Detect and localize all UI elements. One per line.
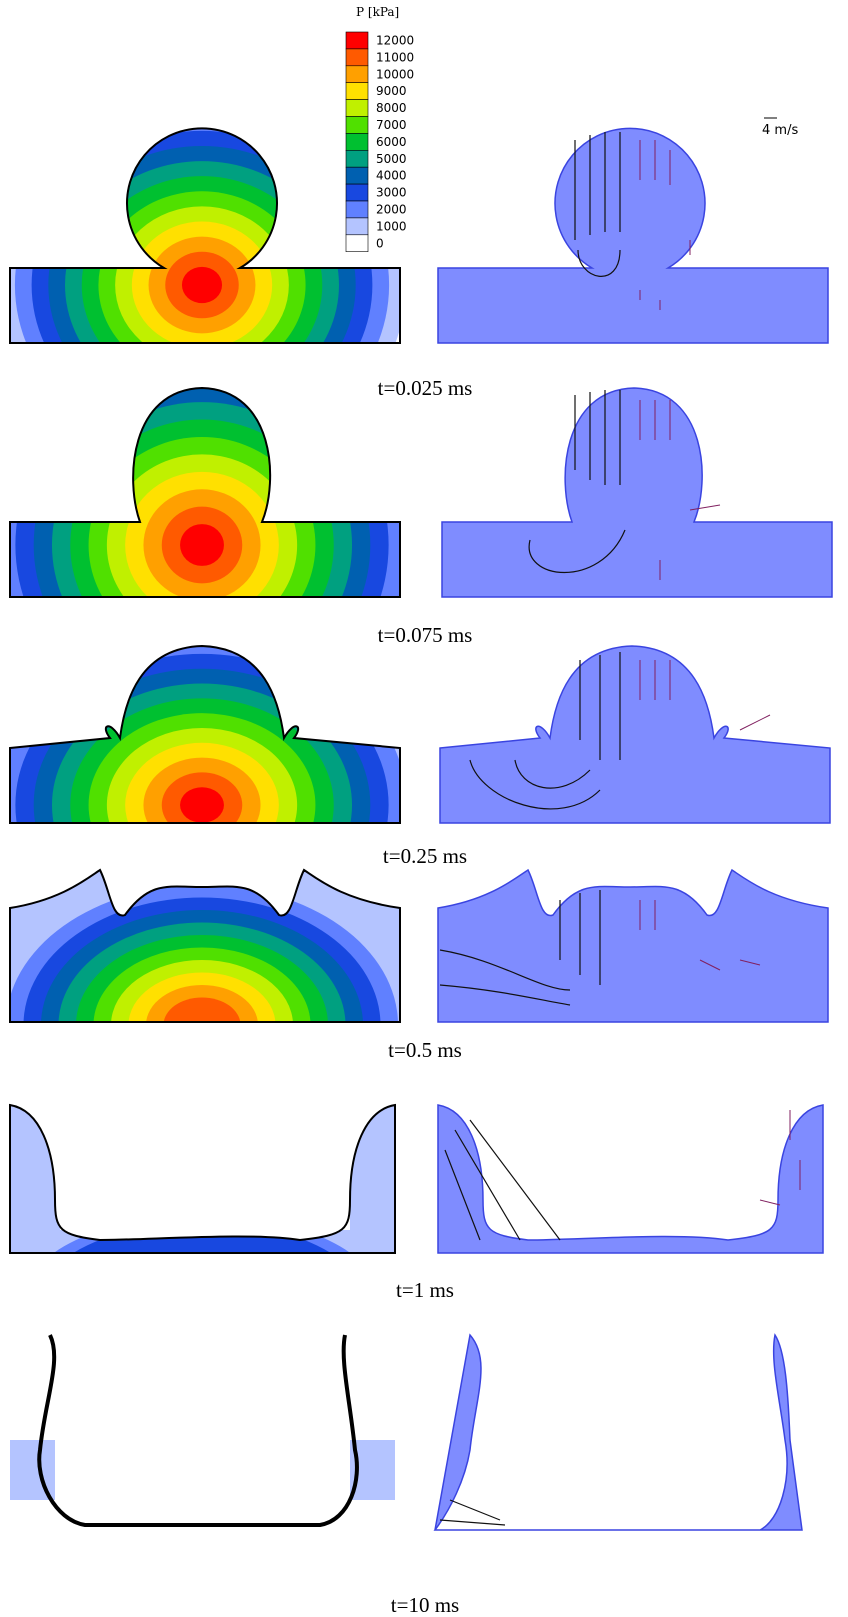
legend-label: 0 (376, 236, 384, 250)
contour-band (182, 267, 222, 303)
legend-swatch (346, 167, 368, 184)
legend-swatch (346, 117, 368, 134)
legend-label: 4000 (376, 169, 407, 183)
velocity-scale: 4 m/s (762, 123, 798, 138)
legend-swatch (346, 66, 368, 83)
legend-label: 10000 (376, 67, 414, 81)
legend-swatch (346, 49, 368, 66)
legend-swatch (346, 100, 368, 117)
velocity-panels (435, 128, 832, 1530)
legend-swatch (346, 133, 368, 150)
time-label: t=10 ms (391, 1593, 459, 1617)
air-region (60, 1100, 350, 1230)
legend-swatch (346, 201, 368, 218)
contour-band (180, 787, 224, 823)
time-label: t=1 ms (396, 1278, 454, 1302)
page: {"legend":{"title":"P [kPa]","levels":[ … (0, 0, 848, 1617)
legend-label: 12000 (376, 34, 414, 48)
free-surface (39, 1335, 357, 1525)
time-label: t=0.25 ms (383, 844, 467, 868)
contour-band (40, 1223, 365, 1378)
contour-band (8, 1208, 396, 1393)
legend-label: 6000 (376, 135, 407, 149)
figure: 4 m/s P [kPa] 12000110001000090008000700… (0, 0, 848, 1617)
legend-label: 9000 (376, 84, 407, 98)
legend-label: 5000 (376, 152, 407, 166)
legend-swatch (346, 150, 368, 167)
time-label: t=0.5 ms (388, 1038, 462, 1062)
legend-label: 2000 (376, 203, 407, 217)
legend: P [kPa] 12000110001000090008000700060005… (346, 5, 414, 252)
velocity-key: 4 m/s (762, 118, 798, 138)
contour-band (146, 985, 258, 1065)
legend-title: P [kPa] (356, 5, 399, 19)
legend-label: 3000 (376, 186, 407, 200)
legend-swatch (346, 235, 368, 252)
time-label: t=0.025 ms (378, 376, 473, 400)
legend-swatch (346, 218, 368, 235)
free-surface (10, 1105, 395, 1253)
contour-band (180, 524, 224, 566)
legend-swatch (346, 32, 368, 49)
legend-label: 11000 (376, 50, 414, 64)
legend-label: 8000 (376, 101, 407, 115)
legend-label: 1000 (376, 219, 407, 233)
legend-label: 7000 (376, 118, 407, 132)
legend-swatch (346, 83, 368, 100)
time-label: t=0.075 ms (378, 623, 473, 647)
contour-band (164, 998, 241, 1053)
legend-swatch (346, 184, 368, 201)
